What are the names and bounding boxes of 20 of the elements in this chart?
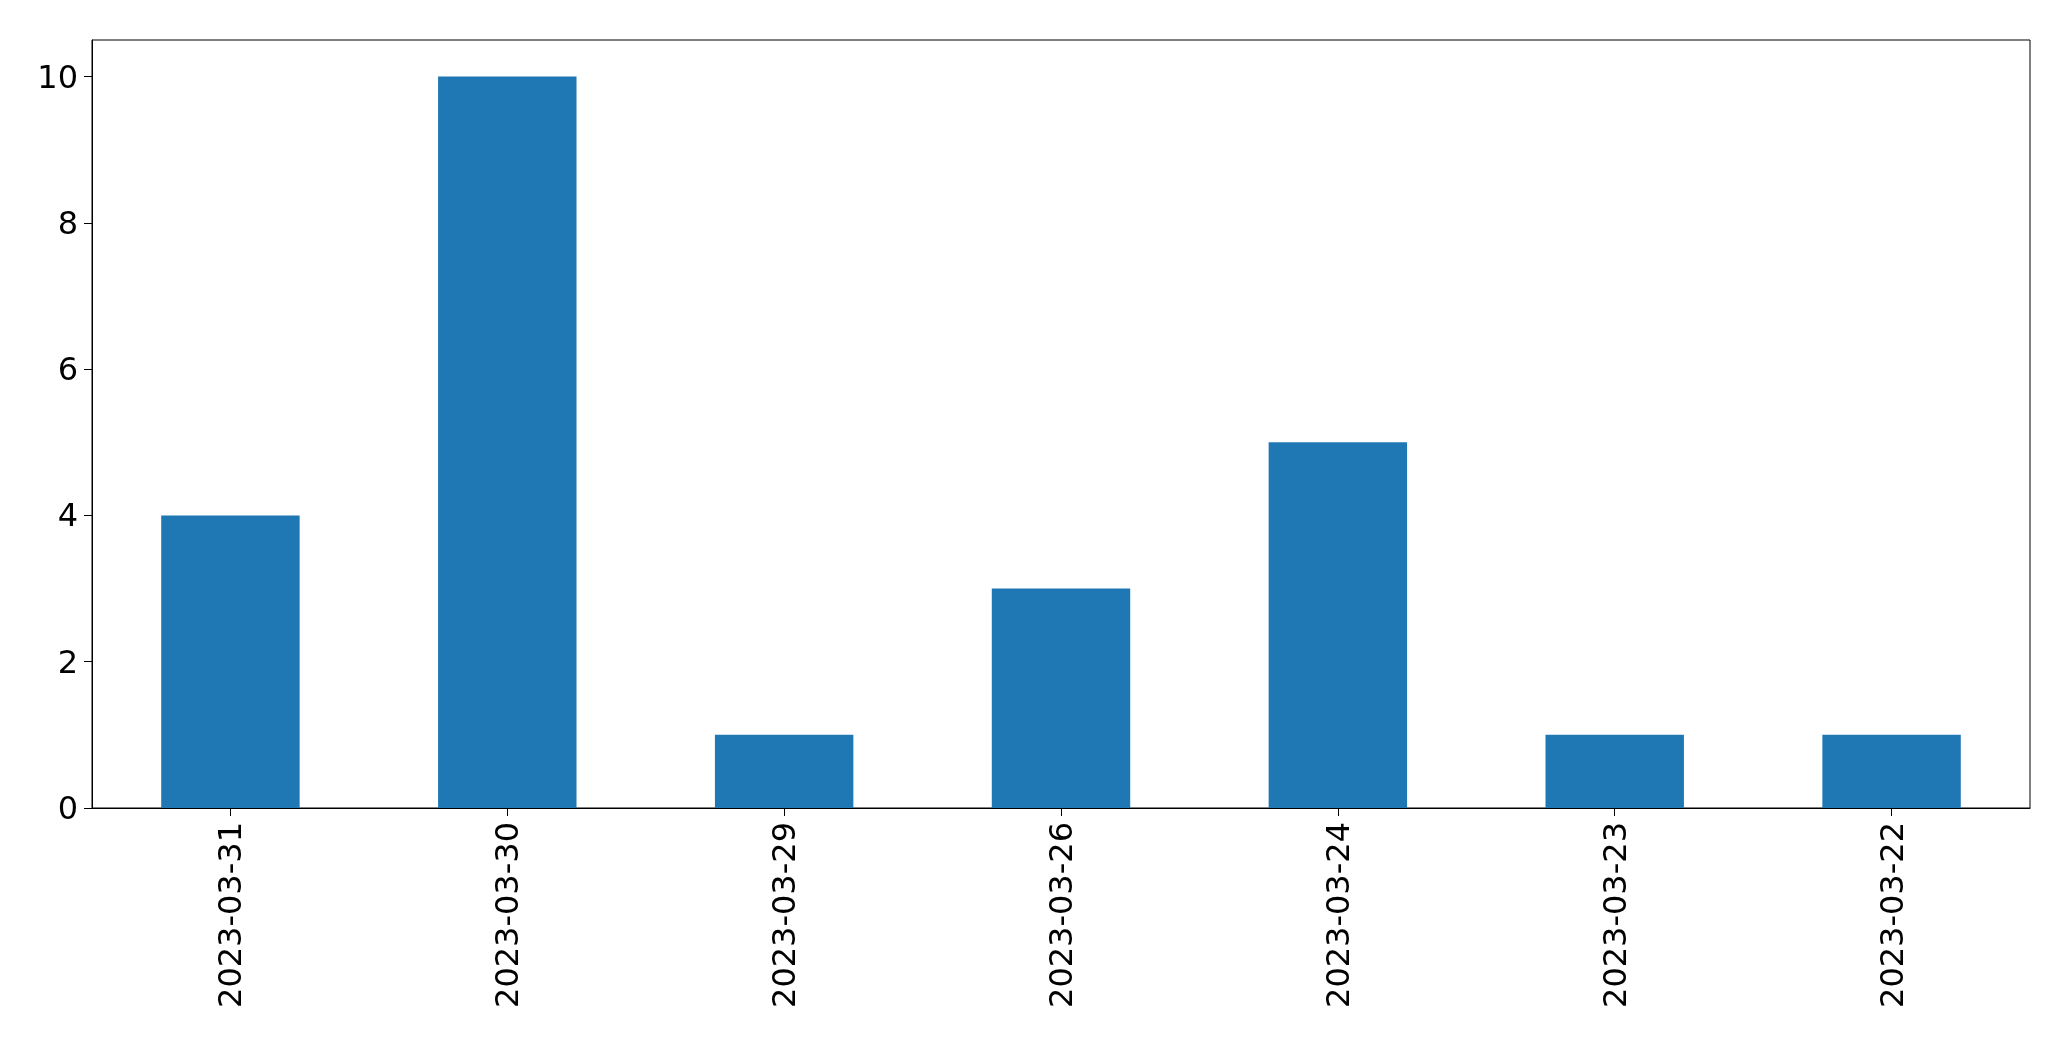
bar — [1268, 442, 1408, 808]
y-tick-label: 8 — [57, 203, 78, 242]
y-tick-label: 10 — [37, 57, 78, 96]
x-tick-label: 2023-03-26 — [1042, 822, 1080, 1008]
bar — [1545, 734, 1684, 808]
x-tick-label: 2023-03-24 — [1318, 822, 1357, 1008]
x-tick-label: 2023-03-31 — [211, 822, 250, 1008]
x-tick-label: 2023-03-23 — [1595, 822, 1634, 1008]
bar — [1822, 734, 1961, 808]
bar — [438, 76, 577, 808]
bar — [161, 515, 300, 808]
x-tick-label: 2023-03-22 — [1872, 822, 1911, 1008]
x-tick-label: 2023-03-30 — [488, 822, 527, 1008]
y-tick-label: 6 — [57, 350, 78, 389]
bar — [991, 588, 1131, 808]
y-tick-label: 2 — [57, 642, 78, 681]
x-tick-label: 2023-03-29 — [765, 822, 804, 1008]
y-tick-label: 4 — [57, 496, 78, 535]
bar — [714, 734, 854, 808]
y-tick-label: 0 — [57, 789, 78, 827]
